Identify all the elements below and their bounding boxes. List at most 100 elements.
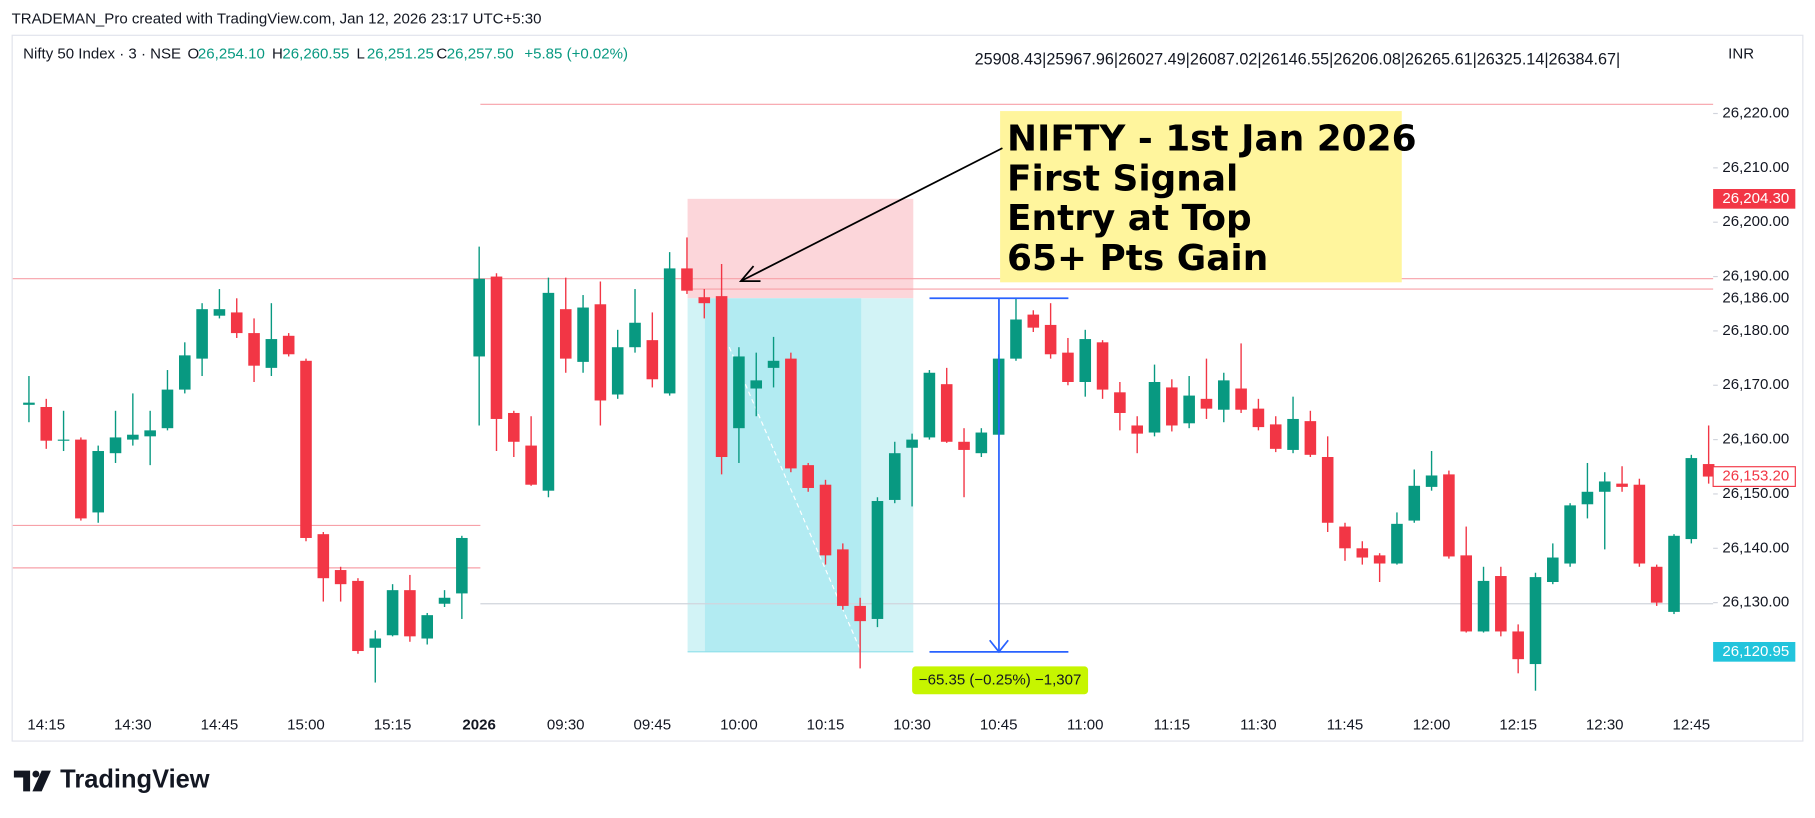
- candle-body: [1702, 464, 1715, 477]
- ohlc-legend: O26,254.10 H 26,260.55 L 26,251.25 C 26,257.50…: [188, 45, 628, 62]
- candle-body: [1616, 483, 1628, 487]
- candle-body: [386, 590, 399, 636]
- candle-body: [559, 309, 572, 359]
- candle-body: [317, 534, 330, 579]
- candle-body: [1633, 484, 1646, 564]
- candle-body: [369, 638, 382, 648]
- candle-body: [230, 312, 243, 334]
- candle-body: [646, 340, 659, 380]
- x-tick-label: 11:00: [1067, 716, 1104, 733]
- candle-body: [1096, 342, 1109, 390]
- annotation-line: NIFTY - 1st Jan 2026: [1007, 118, 1417, 159]
- plot: [12, 103, 1715, 691]
- candle-body: [871, 501, 884, 619]
- candle-body: [1495, 576, 1507, 632]
- candle-body: [733, 356, 745, 429]
- candle-body: [1356, 548, 1369, 558]
- candle-body: [629, 322, 641, 348]
- candle-body: [854, 605, 866, 622]
- x-tick-label: 11:45: [1327, 716, 1364, 733]
- candle-body: [1339, 526, 1351, 549]
- x-tick-label: 10:00: [720, 716, 758, 733]
- candle-body: [1668, 535, 1680, 612]
- y-tick-label: 26,180.00: [1722, 322, 1789, 339]
- candle-body: [542, 292, 555, 491]
- candle-body: [906, 439, 918, 448]
- candle-body: [334, 570, 347, 585]
- candle-body: [40, 406, 53, 441]
- candle-body: [265, 339, 278, 368]
- candle-body: [300, 360, 312, 538]
- annotation-line: 65+ Pts Gain: [1007, 238, 1268, 279]
- candle-body: [611, 347, 624, 395]
- candle-body: [421, 615, 434, 639]
- candle-body: [1235, 388, 1247, 410]
- candle-body: [92, 451, 104, 513]
- ohlc-value: 26,254.10: [198, 45, 265, 62]
- candle-body: [1547, 557, 1559, 582]
- annotation-box: [1000, 111, 1402, 283]
- currency: INR: [1728, 45, 1754, 62]
- y-tick-label: 26,190.00: [1722, 268, 1789, 285]
- candle-body: [178, 355, 191, 390]
- candle-body: [802, 465, 814, 488]
- candle-body: [23, 402, 35, 405]
- annotation-arrow-head: [738, 265, 761, 283]
- candle-body: [940, 384, 953, 442]
- candle-body: [1287, 418, 1299, 450]
- candle-body: [473, 278, 485, 357]
- x-tick-label: 10:30: [893, 716, 931, 733]
- candle-body: [767, 360, 780, 368]
- candle-body: [1685, 458, 1698, 540]
- x-tick-label: 15:15: [374, 716, 412, 733]
- candle-body: [1252, 408, 1265, 428]
- candle-body: [958, 441, 970, 450]
- candle-body: [1529, 577, 1542, 665]
- candle-body: [352, 580, 364, 652]
- annotation-line: First Signal: [1007, 158, 1238, 199]
- x-tick-label: 11:15: [1154, 716, 1191, 733]
- x-tick-label: 10:45: [980, 716, 1018, 733]
- x-tick-label: 11:30: [1240, 716, 1277, 733]
- candle-body: [698, 297, 711, 304]
- candle-body: [1148, 381, 1161, 433]
- candle-body: [1062, 352, 1074, 382]
- candle-body: [1408, 485, 1421, 521]
- y-tick-label: 26,130.00: [1722, 594, 1789, 611]
- candle-body: [681, 268, 693, 291]
- logo-dot: [32, 770, 40, 778]
- candle-body: [1443, 474, 1455, 557]
- candle-body: [750, 380, 763, 389]
- measure-label-box: [912, 666, 1089, 695]
- x-tick-label: 15:00: [287, 716, 325, 733]
- candle-body: [282, 335, 295, 355]
- y-tick-label: 26,150.00: [1722, 485, 1789, 502]
- candle-body: [1581, 491, 1594, 505]
- measure-label: −65.35 (−0.25%) −1,307: [919, 671, 1082, 688]
- x-tick-label: 12:45: [1673, 716, 1711, 733]
- candle-body: [196, 309, 208, 359]
- measure-arrow: [989, 639, 1009, 654]
- x-tick-label: 14:45: [201, 716, 239, 733]
- change: +5.85 (+0.02%): [524, 45, 628, 62]
- candle-body: [75, 439, 87, 519]
- candle-body: [1183, 395, 1195, 424]
- watermark: TRADEMAN_Pro created with TradingView.co…: [12, 11, 542, 28]
- x-tick-label: 2026: [462, 716, 495, 733]
- logo-mark: [13, 770, 31, 792]
- y-tick-label: 26,210.00: [1722, 159, 1789, 176]
- last-price: 26,153.20: [1722, 468, 1789, 485]
- stop-zone: [687, 198, 914, 299]
- symbol: Nifty 50 Index · 3 · NSE: [23, 45, 181, 62]
- logo-mark: [32, 770, 51, 792]
- ohlc-key: C: [436, 45, 447, 62]
- y-tick-label: 26,220.00: [1722, 104, 1789, 121]
- footer: TradingView: [60, 766, 210, 794]
- candle-body: [456, 537, 468, 594]
- y-tick-label: 26,140.00: [1722, 539, 1789, 556]
- ohlc-key: O: [188, 45, 200, 62]
- candle-body: [490, 276, 503, 419]
- ohlc-key: H: [272, 45, 283, 62]
